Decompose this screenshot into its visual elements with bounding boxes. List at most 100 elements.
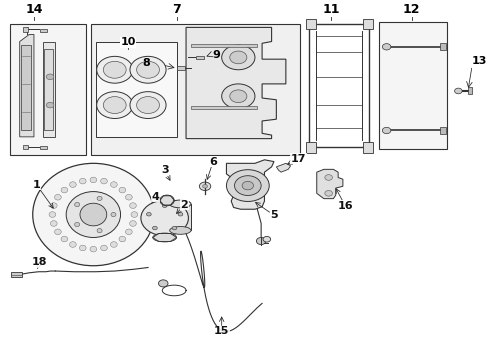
Polygon shape (20, 35, 34, 137)
Circle shape (158, 280, 168, 287)
Circle shape (103, 61, 126, 78)
Text: 7: 7 (172, 3, 181, 16)
Bar (22, 27, 28, 32)
Ellipse shape (61, 187, 68, 193)
Text: 6: 6 (206, 157, 217, 179)
Text: 17: 17 (287, 154, 305, 164)
Text: 14: 14 (25, 3, 42, 16)
Circle shape (324, 175, 332, 180)
Circle shape (199, 182, 210, 190)
Circle shape (130, 57, 166, 83)
Polygon shape (185, 27, 285, 139)
Circle shape (234, 176, 261, 195)
Ellipse shape (129, 203, 136, 208)
Bar (306, 22, 371, 149)
Bar (363, 19, 372, 29)
Ellipse shape (55, 229, 61, 235)
Text: 5: 5 (255, 202, 277, 220)
Circle shape (136, 61, 159, 78)
Bar (96, 41, 176, 137)
Ellipse shape (152, 226, 157, 230)
Bar (176, 66, 185, 70)
Bar (378, 22, 447, 149)
Ellipse shape (152, 233, 176, 242)
Ellipse shape (160, 195, 174, 206)
Ellipse shape (69, 182, 76, 188)
Ellipse shape (61, 236, 68, 242)
Ellipse shape (162, 204, 167, 207)
Ellipse shape (90, 246, 97, 252)
Ellipse shape (110, 242, 117, 247)
Ellipse shape (97, 196, 102, 201)
Bar (305, 19, 315, 29)
Ellipse shape (75, 202, 80, 207)
Ellipse shape (55, 194, 61, 200)
Bar (305, 142, 315, 153)
Ellipse shape (172, 226, 177, 230)
Circle shape (221, 45, 254, 70)
Circle shape (226, 170, 269, 202)
Bar (467, 87, 471, 94)
Ellipse shape (125, 194, 132, 200)
Ellipse shape (101, 178, 107, 184)
Ellipse shape (119, 187, 125, 193)
Ellipse shape (79, 245, 86, 251)
Polygon shape (226, 160, 273, 209)
Polygon shape (276, 163, 290, 172)
Polygon shape (43, 41, 55, 137)
Ellipse shape (75, 222, 80, 226)
Ellipse shape (131, 212, 138, 217)
Ellipse shape (97, 229, 102, 233)
Bar (10, 24, 86, 154)
Circle shape (130, 92, 166, 118)
Circle shape (229, 51, 246, 64)
Ellipse shape (119, 236, 125, 242)
Circle shape (324, 190, 332, 196)
Ellipse shape (66, 192, 121, 238)
Text: 8: 8 (142, 58, 150, 68)
Bar (190, 106, 257, 109)
Text: 1: 1 (32, 180, 53, 208)
Bar (439, 127, 445, 134)
Ellipse shape (141, 201, 188, 236)
Ellipse shape (79, 178, 86, 184)
Ellipse shape (50, 203, 57, 208)
Text: 16: 16 (335, 189, 352, 211)
Ellipse shape (50, 221, 57, 226)
Text: 15: 15 (214, 317, 229, 336)
Ellipse shape (129, 221, 136, 226)
Ellipse shape (49, 212, 56, 217)
Circle shape (382, 44, 390, 50)
Ellipse shape (178, 212, 183, 216)
Circle shape (136, 96, 159, 113)
Ellipse shape (80, 203, 106, 226)
Bar (40, 29, 47, 32)
Circle shape (221, 84, 254, 109)
Ellipse shape (101, 245, 107, 251)
Bar (439, 43, 445, 50)
Text: 10: 10 (120, 37, 136, 47)
Text: 4: 4 (151, 192, 160, 202)
Circle shape (46, 102, 54, 108)
Bar (169, 204, 190, 230)
Bar (40, 146, 47, 149)
Bar (190, 44, 257, 47)
Circle shape (382, 127, 390, 134)
Bar (20, 45, 31, 130)
Text: 3: 3 (161, 165, 170, 180)
Ellipse shape (69, 242, 76, 247)
Bar (11, 272, 21, 278)
Ellipse shape (146, 212, 151, 216)
Ellipse shape (33, 163, 154, 266)
Circle shape (454, 88, 461, 94)
Bar (195, 56, 203, 59)
Bar (363, 142, 372, 153)
Ellipse shape (169, 200, 191, 208)
Circle shape (46, 74, 54, 80)
Ellipse shape (169, 226, 191, 234)
Bar (91, 24, 300, 154)
Ellipse shape (125, 229, 132, 235)
Circle shape (229, 90, 246, 103)
Bar (44, 49, 53, 130)
Circle shape (103, 96, 126, 113)
